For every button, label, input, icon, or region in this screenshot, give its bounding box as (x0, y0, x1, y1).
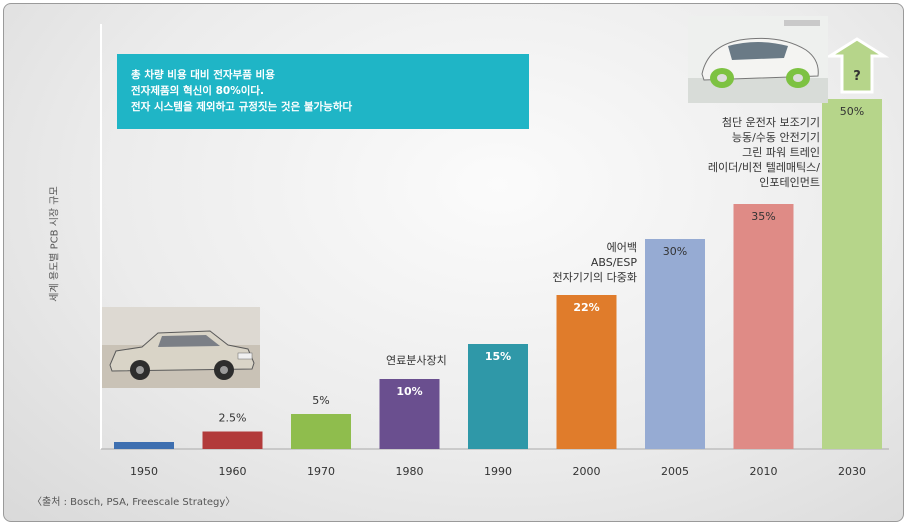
bar-1960 (202, 431, 263, 449)
annotation-2000: 에어백 ABS/ESP 전자기기의 다중화 (537, 240, 637, 285)
callout-line-2: 전자제품의 혁신이 80%이다. (131, 85, 265, 97)
bar-1970 (291, 414, 351, 449)
x-tick-2005: 2005 (661, 465, 689, 478)
x-tick-1950: 1950 (130, 465, 158, 478)
x-tick-2010: 2010 (750, 465, 778, 478)
x-tick-2030: 2030 (838, 465, 866, 478)
annotation-2010-line-2: 능동/수동 안전기기 (731, 131, 820, 144)
value-label-1960: 2.5% (219, 412, 247, 425)
bar-1990 (468, 344, 528, 449)
bar-2005 (645, 239, 705, 449)
value-label-1970: 5% (312, 394, 329, 407)
x-tick-1980: 1980 (396, 465, 424, 478)
chart-frame: 1950 1960 1970 1980 1990 2000 2005 2010 2030 2.5… (3, 3, 904, 522)
bar-2030 (822, 99, 882, 449)
source-note: 〈출처 : Bosch, PSA, Freescale Strategy〉 (32, 497, 236, 508)
annotation-2010-line-1: 첨단 운전자 보조기기 (721, 116, 820, 129)
annotation-2000-line-3: 전자기기의 다중화 (552, 271, 637, 284)
annotation-1980: 연료분사장치 (386, 354, 447, 367)
value-label-2000: 22% (573, 301, 599, 314)
future-marker: ? (853, 69, 861, 84)
bar-2000 (556, 295, 617, 449)
bar-1950 (114, 442, 174, 449)
value-label-1990: 15% (485, 350, 511, 363)
x-tick-1970: 1970 (307, 465, 335, 478)
annotation-2010-line-5: 인포테인먼트 (759, 176, 820, 189)
concept-car-photo (688, 16, 828, 103)
bar-1980 (379, 379, 440, 449)
callout-line-1: 총 차량 비용 대비 전자부품 비용 (131, 69, 275, 81)
y-axis-label: 세계 용도별 PCB 시장 규모 (49, 186, 61, 302)
value-label-2010: 35% (751, 210, 775, 223)
annotation-2010-line-3: 그린 파워 트레인 (742, 146, 820, 159)
annotation-2010: 첨단 운전자 보조기기 능동/수동 안전기기 그린 파워 트레인 레이더/비전 … (674, 115, 820, 190)
future-arrow: ? (824, 37, 890, 94)
bar-2010 (733, 204, 794, 449)
x-tick-1960: 1960 (219, 465, 247, 478)
callout-line-3: 전자 시스템을 제외하고 규정짓는 것은 불가능하다 (131, 101, 353, 113)
value-label-2030: 50% (840, 105, 864, 118)
annotation-2000-line-1: 에어백 (606, 241, 637, 254)
x-tick-2000: 2000 (573, 465, 601, 478)
chart-canvas: 1950 1960 1970 1980 1990 2000 2005 2010 2030 2.5… (100, 24, 890, 478)
vintage-car-photo (102, 307, 260, 388)
info-callout: 총 차량 비용 대비 전자부품 비용 전자제품의 혁신이 80%이다. 전자 시… (117, 54, 529, 129)
annotation-2000-line-2: ABS/ESP (590, 256, 637, 269)
x-tick-1990: 1990 (484, 465, 512, 478)
value-label-1980: 10% (396, 385, 422, 398)
value-label-2005: 30% (663, 245, 687, 258)
annotation-2010-line-4: 레이더/비전 텔레매틱스/ (707, 161, 820, 174)
